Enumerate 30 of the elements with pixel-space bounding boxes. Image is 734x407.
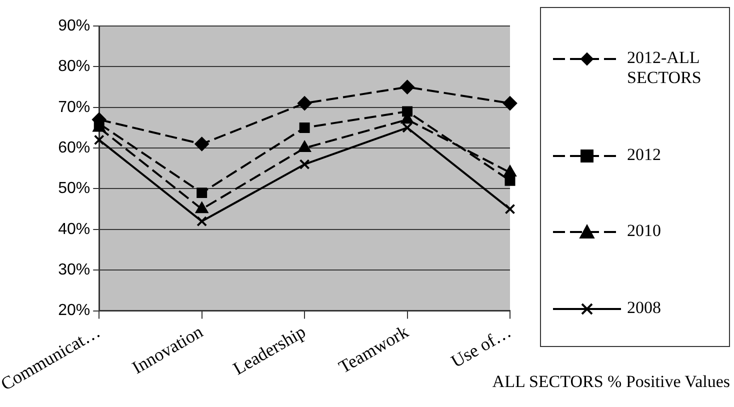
y-tick-label: 80% xyxy=(58,58,90,76)
x-axis-title: ALL SECTORS % Positive Values xyxy=(492,372,730,392)
point xyxy=(400,80,414,94)
legend-label: 2012 xyxy=(627,144,661,165)
y-tick-label: 30% xyxy=(58,262,90,279)
y-tick-label: 50% xyxy=(58,180,90,198)
y-tick-label: 20% xyxy=(58,302,90,320)
point xyxy=(299,122,310,133)
y-tick-label: 90% xyxy=(58,17,90,34)
point xyxy=(504,165,516,176)
legend-label: 2010 xyxy=(627,221,661,242)
point xyxy=(94,134,104,146)
point xyxy=(504,175,516,186)
point xyxy=(504,204,516,214)
point xyxy=(298,141,311,152)
y-tick-label: 40% xyxy=(58,220,90,238)
point xyxy=(503,96,517,110)
point xyxy=(194,136,209,151)
x-tick-label: Use of… xyxy=(448,321,514,372)
y-tick-label: 60% xyxy=(58,139,90,156)
point xyxy=(196,202,208,214)
point xyxy=(299,159,310,170)
y-tick-label: 70% xyxy=(58,98,90,116)
point xyxy=(298,96,312,110)
point xyxy=(196,188,208,198)
point xyxy=(196,216,208,227)
point xyxy=(402,106,413,117)
point xyxy=(402,122,413,133)
legend-label: 2012-ALL SECTORS xyxy=(627,48,702,88)
legend-label: 2008 xyxy=(627,298,661,318)
